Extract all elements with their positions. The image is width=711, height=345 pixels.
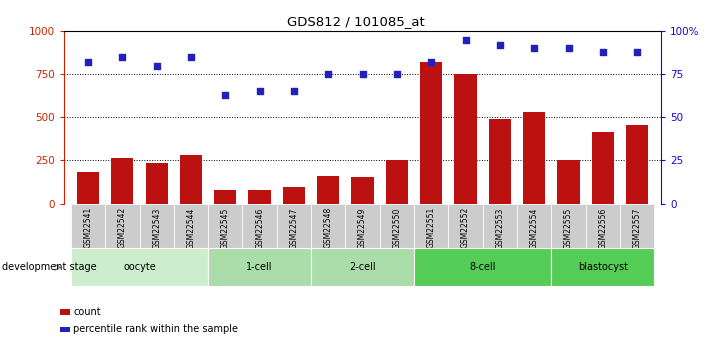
Text: GSM22552: GSM22552 xyxy=(461,207,470,248)
Text: 8-cell: 8-cell xyxy=(469,263,496,272)
Text: GSM22543: GSM22543 xyxy=(152,207,161,248)
Text: GSM22554: GSM22554 xyxy=(530,207,539,248)
Point xyxy=(426,59,437,65)
Bar xyxy=(146,163,168,204)
Text: 2-cell: 2-cell xyxy=(349,263,376,272)
Bar xyxy=(346,204,380,248)
Bar xyxy=(592,132,614,204)
Bar xyxy=(449,204,483,248)
Bar xyxy=(317,176,339,204)
Point xyxy=(597,49,609,55)
Bar xyxy=(488,119,511,204)
Bar xyxy=(60,309,70,315)
Bar xyxy=(60,327,70,332)
Text: GSM22550: GSM22550 xyxy=(392,207,402,248)
Bar xyxy=(111,158,134,204)
Bar xyxy=(414,248,552,286)
Bar xyxy=(620,204,654,248)
Point xyxy=(117,54,128,60)
Point xyxy=(151,63,162,68)
Bar xyxy=(242,204,277,248)
Bar xyxy=(71,204,105,248)
Text: GSM22545: GSM22545 xyxy=(221,207,230,248)
Text: GSM22551: GSM22551 xyxy=(427,207,436,248)
Point xyxy=(460,37,471,42)
Bar xyxy=(311,204,346,248)
Bar xyxy=(180,155,202,204)
Text: GDS812 / 101085_at: GDS812 / 101085_at xyxy=(287,16,424,29)
Bar xyxy=(552,204,586,248)
Text: GSM22555: GSM22555 xyxy=(564,207,573,248)
Text: GSM22557: GSM22557 xyxy=(633,207,642,248)
Bar xyxy=(105,204,139,248)
Bar xyxy=(552,248,654,286)
Bar xyxy=(208,248,311,286)
Text: GSM22553: GSM22553 xyxy=(496,207,504,248)
Text: oocyte: oocyte xyxy=(123,263,156,272)
Bar xyxy=(283,187,305,204)
Text: count: count xyxy=(73,307,101,317)
Text: GSM22549: GSM22549 xyxy=(358,207,367,248)
Bar xyxy=(173,204,208,248)
Point xyxy=(494,42,506,48)
Text: development stage: development stage xyxy=(2,263,97,272)
Bar xyxy=(380,204,414,248)
Point xyxy=(631,49,643,55)
Text: GSM22556: GSM22556 xyxy=(599,207,607,248)
Text: 1-cell: 1-cell xyxy=(247,263,273,272)
Bar xyxy=(248,190,271,204)
Point xyxy=(220,92,231,98)
Bar xyxy=(386,160,408,204)
Bar xyxy=(557,160,579,204)
Text: blastocyst: blastocyst xyxy=(578,263,628,272)
Bar xyxy=(139,204,173,248)
Text: GSM22544: GSM22544 xyxy=(186,207,196,248)
Point xyxy=(186,54,197,60)
Bar xyxy=(214,190,237,204)
Bar xyxy=(454,74,477,204)
Bar xyxy=(626,125,648,204)
Point xyxy=(528,46,540,51)
Bar xyxy=(586,204,620,248)
Bar xyxy=(517,204,552,248)
Text: GSM22547: GSM22547 xyxy=(289,207,299,248)
Bar xyxy=(71,248,208,286)
Bar xyxy=(351,177,374,204)
Bar xyxy=(420,62,442,204)
Bar xyxy=(523,112,545,204)
Point xyxy=(254,89,265,94)
Bar xyxy=(414,204,449,248)
Point xyxy=(563,46,574,51)
Bar xyxy=(483,204,517,248)
Point xyxy=(288,89,299,94)
Bar xyxy=(77,172,99,204)
Text: GSM22548: GSM22548 xyxy=(324,207,333,248)
Point xyxy=(323,71,334,77)
Point xyxy=(82,59,94,65)
Bar xyxy=(208,204,242,248)
Bar xyxy=(311,248,414,286)
Point xyxy=(391,71,402,77)
Text: GSM22546: GSM22546 xyxy=(255,207,264,248)
Text: GSM22541: GSM22541 xyxy=(83,207,92,248)
Text: percentile rank within the sample: percentile rank within the sample xyxy=(73,325,238,334)
Bar xyxy=(277,204,311,248)
Text: GSM22542: GSM22542 xyxy=(118,207,127,248)
Point xyxy=(357,71,368,77)
